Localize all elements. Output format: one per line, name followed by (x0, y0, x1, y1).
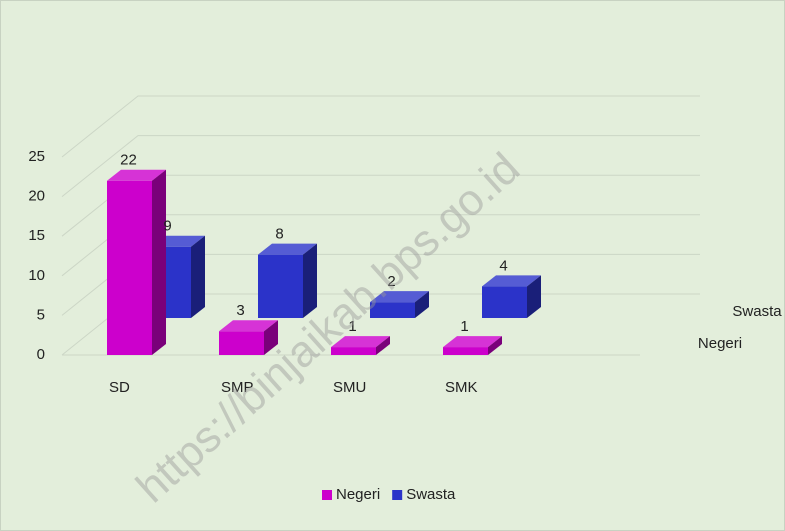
legend-swatch (322, 490, 332, 500)
bar-side (415, 291, 429, 318)
legend-swatch (392, 490, 403, 500)
bar-face (482, 286, 527, 318)
bar-side (152, 169, 166, 355)
legend-label: Negeri (336, 486, 380, 503)
bar-top (370, 291, 429, 303)
bar-side (191, 235, 205, 318)
bar (107, 169, 166, 355)
x-tick-label: SMK (445, 379, 478, 396)
grid-line (61, 135, 700, 197)
legend-label: Swasta (406, 486, 456, 503)
data-label: 22 (120, 152, 137, 169)
bar-face (370, 302, 415, 318)
data-label: 1 (348, 318, 356, 335)
data-label: 3 (236, 302, 244, 319)
bar-top (482, 275, 541, 287)
x-tick-label: SMU (333, 379, 366, 396)
y-tick-label: 5 (37, 306, 45, 323)
labels: 0 5 10 15 20 25 9 8 2 4 22 3 1 1 SD SMP SMU SMK Negeri Swas… (28, 148, 782, 503)
bar-face (107, 180, 152, 355)
depth-label: Negeri (698, 335, 742, 352)
data-label: 4 (499, 257, 507, 274)
bar-face (443, 347, 488, 355)
x-tick-label: SD (109, 379, 130, 396)
bar-side (264, 320, 278, 355)
y-tick-label: 0 (37, 346, 45, 363)
bar-top (258, 243, 317, 255)
bar-top (219, 320, 278, 332)
y-tick-label: 10 (28, 267, 45, 284)
bar-top (331, 336, 390, 348)
bar-side (488, 336, 502, 355)
bar (482, 275, 541, 318)
y-tick-label: 25 (28, 148, 45, 165)
bar-face (219, 331, 264, 355)
bar (219, 320, 278, 355)
y-tick-label: 20 (28, 188, 45, 205)
bar-top (107, 169, 166, 181)
data-label: 9 (163, 218, 171, 235)
depth-label: Swasta (732, 303, 782, 320)
bar-side (376, 336, 390, 355)
bar (443, 336, 502, 355)
bar-face (331, 347, 376, 355)
data-label: 8 (275, 226, 283, 243)
bar-face (258, 254, 303, 318)
bar (370, 291, 429, 318)
bar-side (303, 243, 317, 318)
data-label: 1 (460, 318, 468, 335)
bar (331, 336, 390, 355)
bar-side (527, 275, 541, 318)
bars (107, 169, 541, 355)
data-label: 2 (387, 273, 395, 290)
bar (258, 243, 317, 318)
grid-line (61, 95, 700, 158)
bar-top (443, 336, 502, 348)
x-tick-label: SMP (221, 379, 254, 396)
y-tick-label: 15 (28, 227, 45, 244)
